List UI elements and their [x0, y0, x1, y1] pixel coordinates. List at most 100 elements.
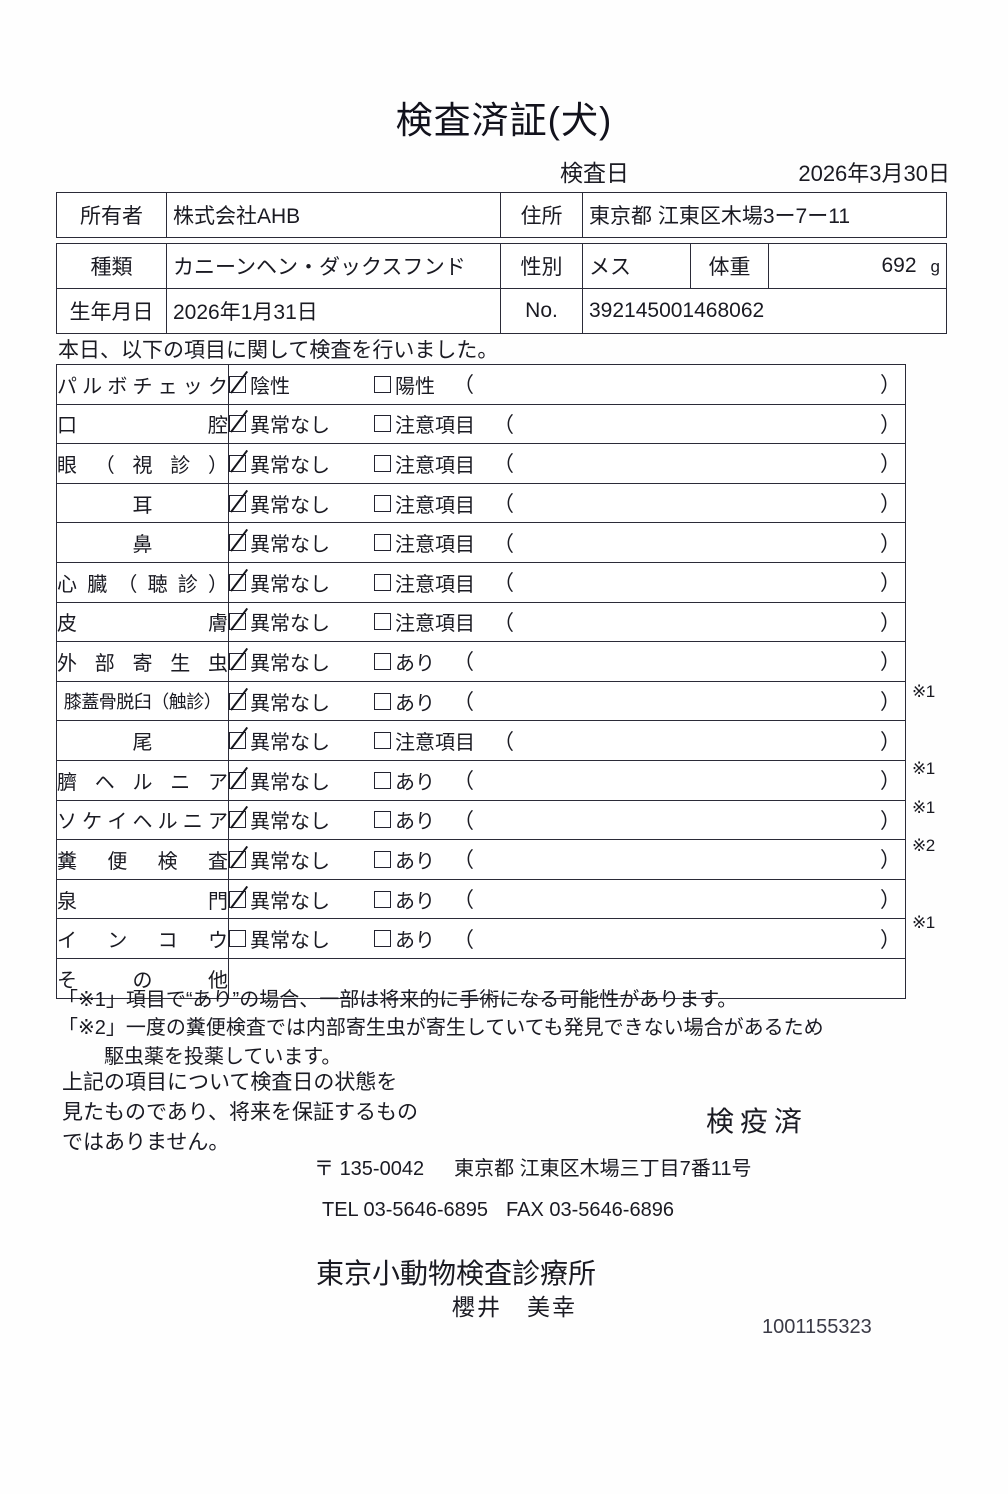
checkbox-icon[interactable] [374, 930, 391, 948]
exam-option-primary-label: 異常なし [250, 415, 330, 438]
inspection-date: 検査日 2026年3月30日 [560, 154, 950, 186]
checkbox-checked-icon[interactable] [229, 454, 246, 472]
footnote-2-line2: 駆虫薬を投薬しています。 [104, 1045, 342, 1068]
exam-row: 鼻異常なし 注意項目（） [56, 522, 906, 563]
exam-option-primary[interactable]: 異常なし [229, 528, 374, 557]
exam-option-secondary[interactable]: あり [374, 805, 435, 834]
exam-option-secondary[interactable]: あり [374, 687, 435, 716]
paren-close: ） [880, 770, 901, 794]
exam-option-primary[interactable]: 異常なし [229, 647, 374, 676]
checkbox-checked-icon[interactable] [229, 732, 246, 750]
exam-remark-field[interactable]: （） [435, 765, 905, 795]
exam-remark-field[interactable]: （） [435, 805, 905, 835]
exam-option-primary[interactable]: 陰性 [229, 370, 374, 399]
checkbox-checked-icon[interactable] [229, 415, 246, 433]
exam-remark-field[interactable]: （） [435, 369, 905, 399]
exam-remark-field[interactable]: （） [475, 448, 905, 478]
zip-value: 135-0042 [339, 1158, 425, 1180]
checkbox-checked-icon[interactable] [229, 771, 246, 789]
checkbox-checked-icon[interactable] [229, 534, 246, 552]
clinic-tel: TEL 03-5646-6895 [322, 1199, 489, 1221]
exam-option-secondary-label: 注意項目 [395, 732, 475, 755]
checkbox-icon[interactable] [374, 454, 391, 472]
exam-remark-field[interactable]: （） [475, 488, 905, 518]
exam-option-secondary[interactable]: あり [374, 924, 435, 953]
exam-row-options: 異常なし 注意項目（） [228, 403, 906, 445]
exam-remark-field[interactable]: （） [475, 528, 905, 558]
exam-option-secondary[interactable]: あり [374, 845, 435, 874]
checkbox-icon[interactable] [374, 534, 391, 552]
owner-label: 所有者 [56, 192, 167, 238]
exam-remark-field[interactable]: （） [435, 844, 905, 874]
exam-option-primary[interactable]: 異常なし [229, 805, 374, 834]
checkbox-icon[interactable] [374, 494, 391, 512]
exam-option-primary[interactable]: 異常なし [229, 726, 374, 755]
checkbox-icon[interactable] [374, 692, 391, 710]
exam-option-secondary[interactable]: 注意項目 [374, 409, 475, 438]
exam-option-secondary[interactable]: あり [374, 766, 435, 795]
exam-row-label: 口 腔 [56, 403, 229, 445]
checkbox-icon[interactable] [374, 732, 391, 750]
checkbox-icon[interactable] [374, 890, 391, 908]
exam-option-secondary[interactable]: あり [374, 647, 435, 676]
exam-option-primary[interactable]: 異常なし [229, 687, 374, 716]
checkbox-icon[interactable] [374, 375, 391, 393]
checkbox-checked-icon[interactable] [229, 850, 246, 868]
exam-row-label: 心臓（聴診） [56, 561, 229, 603]
exam-option-primary[interactable]: 異常なし [229, 766, 374, 795]
exam-row-options: 異常なし あり（） [228, 641, 906, 682]
checkbox-icon[interactable] [229, 930, 246, 948]
exam-option-primary[interactable]: 異常なし [229, 885, 374, 914]
exam-option-primary[interactable]: 異常なし [229, 607, 374, 636]
checkbox-icon[interactable] [374, 415, 391, 433]
other-value[interactable] [228, 957, 906, 999]
checkbox-checked-icon[interactable] [229, 692, 246, 710]
checkbox-checked-icon[interactable] [229, 573, 246, 591]
checkbox-icon[interactable] [374, 771, 391, 789]
exam-option-primary[interactable]: 異常なし [229, 845, 374, 874]
checkbox-checked-icon[interactable] [229, 811, 246, 829]
checkbox-icon[interactable] [374, 573, 391, 591]
other-label: その他 [56, 957, 229, 999]
exam-remark-field[interactable]: （） [475, 409, 905, 439]
birthdate-label: 生年月日 [56, 288, 167, 334]
paren-close: ） [880, 453, 901, 477]
exam-option-secondary[interactable]: 注意項目 [374, 489, 475, 518]
exam-remark-field[interactable]: （） [475, 607, 905, 637]
checkbox-icon[interactable] [374, 652, 391, 670]
exam-option-primary[interactable]: 異常なし [229, 409, 374, 438]
paren-open: （ [453, 889, 474, 913]
exam-option-secondary[interactable]: 陽性 [374, 370, 435, 399]
exam-option-secondary[interactable]: 注意項目 [374, 726, 475, 755]
exam-row-label: パルボチェック [56, 364, 229, 405]
checkbox-checked-icon[interactable] [229, 613, 246, 631]
exam-option-secondary[interactable]: 注意項目 [374, 449, 475, 478]
exam-option-primary-label: 異常なし [250, 692, 330, 715]
exam-remark-field[interactable]: （） [475, 567, 905, 597]
exam-option-primary[interactable]: 異常なし [229, 924, 374, 953]
exam-remark-field[interactable]: （） [435, 686, 905, 716]
exam-option-primary[interactable]: 異常なし [229, 489, 374, 518]
exam-option-secondary[interactable]: あり [374, 885, 435, 914]
checkbox-checked-icon[interactable] [229, 890, 246, 908]
checkbox-checked-icon[interactable] [229, 375, 246, 393]
exam-remark-field[interactable]: （） [435, 924, 905, 954]
checkbox-icon[interactable] [374, 850, 391, 868]
exam-remark-field[interactable]: （） [435, 884, 905, 914]
checkbox-icon[interactable] [374, 613, 391, 631]
exam-row-options: 異常なし あり（） [228, 878, 906, 920]
paren-open: （ [493, 453, 514, 477]
exam-remark-field[interactable]: （） [475, 726, 905, 756]
exam-option-primary[interactable]: 異常なし [229, 449, 374, 478]
exam-option-secondary[interactable]: 注意項目 [374, 528, 475, 557]
checkbox-checked-icon[interactable] [229, 652, 246, 670]
paren-close: ） [880, 691, 901, 715]
exam-option-secondary[interactable]: 注意項目 [374, 568, 475, 597]
checkbox-checked-icon[interactable] [229, 494, 246, 512]
footnote-2-line1: 「※2」一度の糞便検査では内部寄生虫が寄生していても発見できない場合があるため [58, 1017, 824, 1040]
address-label: 住所 [500, 192, 583, 238]
checkbox-icon[interactable] [374, 811, 391, 829]
exam-remark-field[interactable]: （） [435, 646, 905, 676]
exam-option-primary[interactable]: 異常なし [229, 568, 374, 597]
exam-option-secondary[interactable]: 注意項目 [374, 607, 475, 636]
